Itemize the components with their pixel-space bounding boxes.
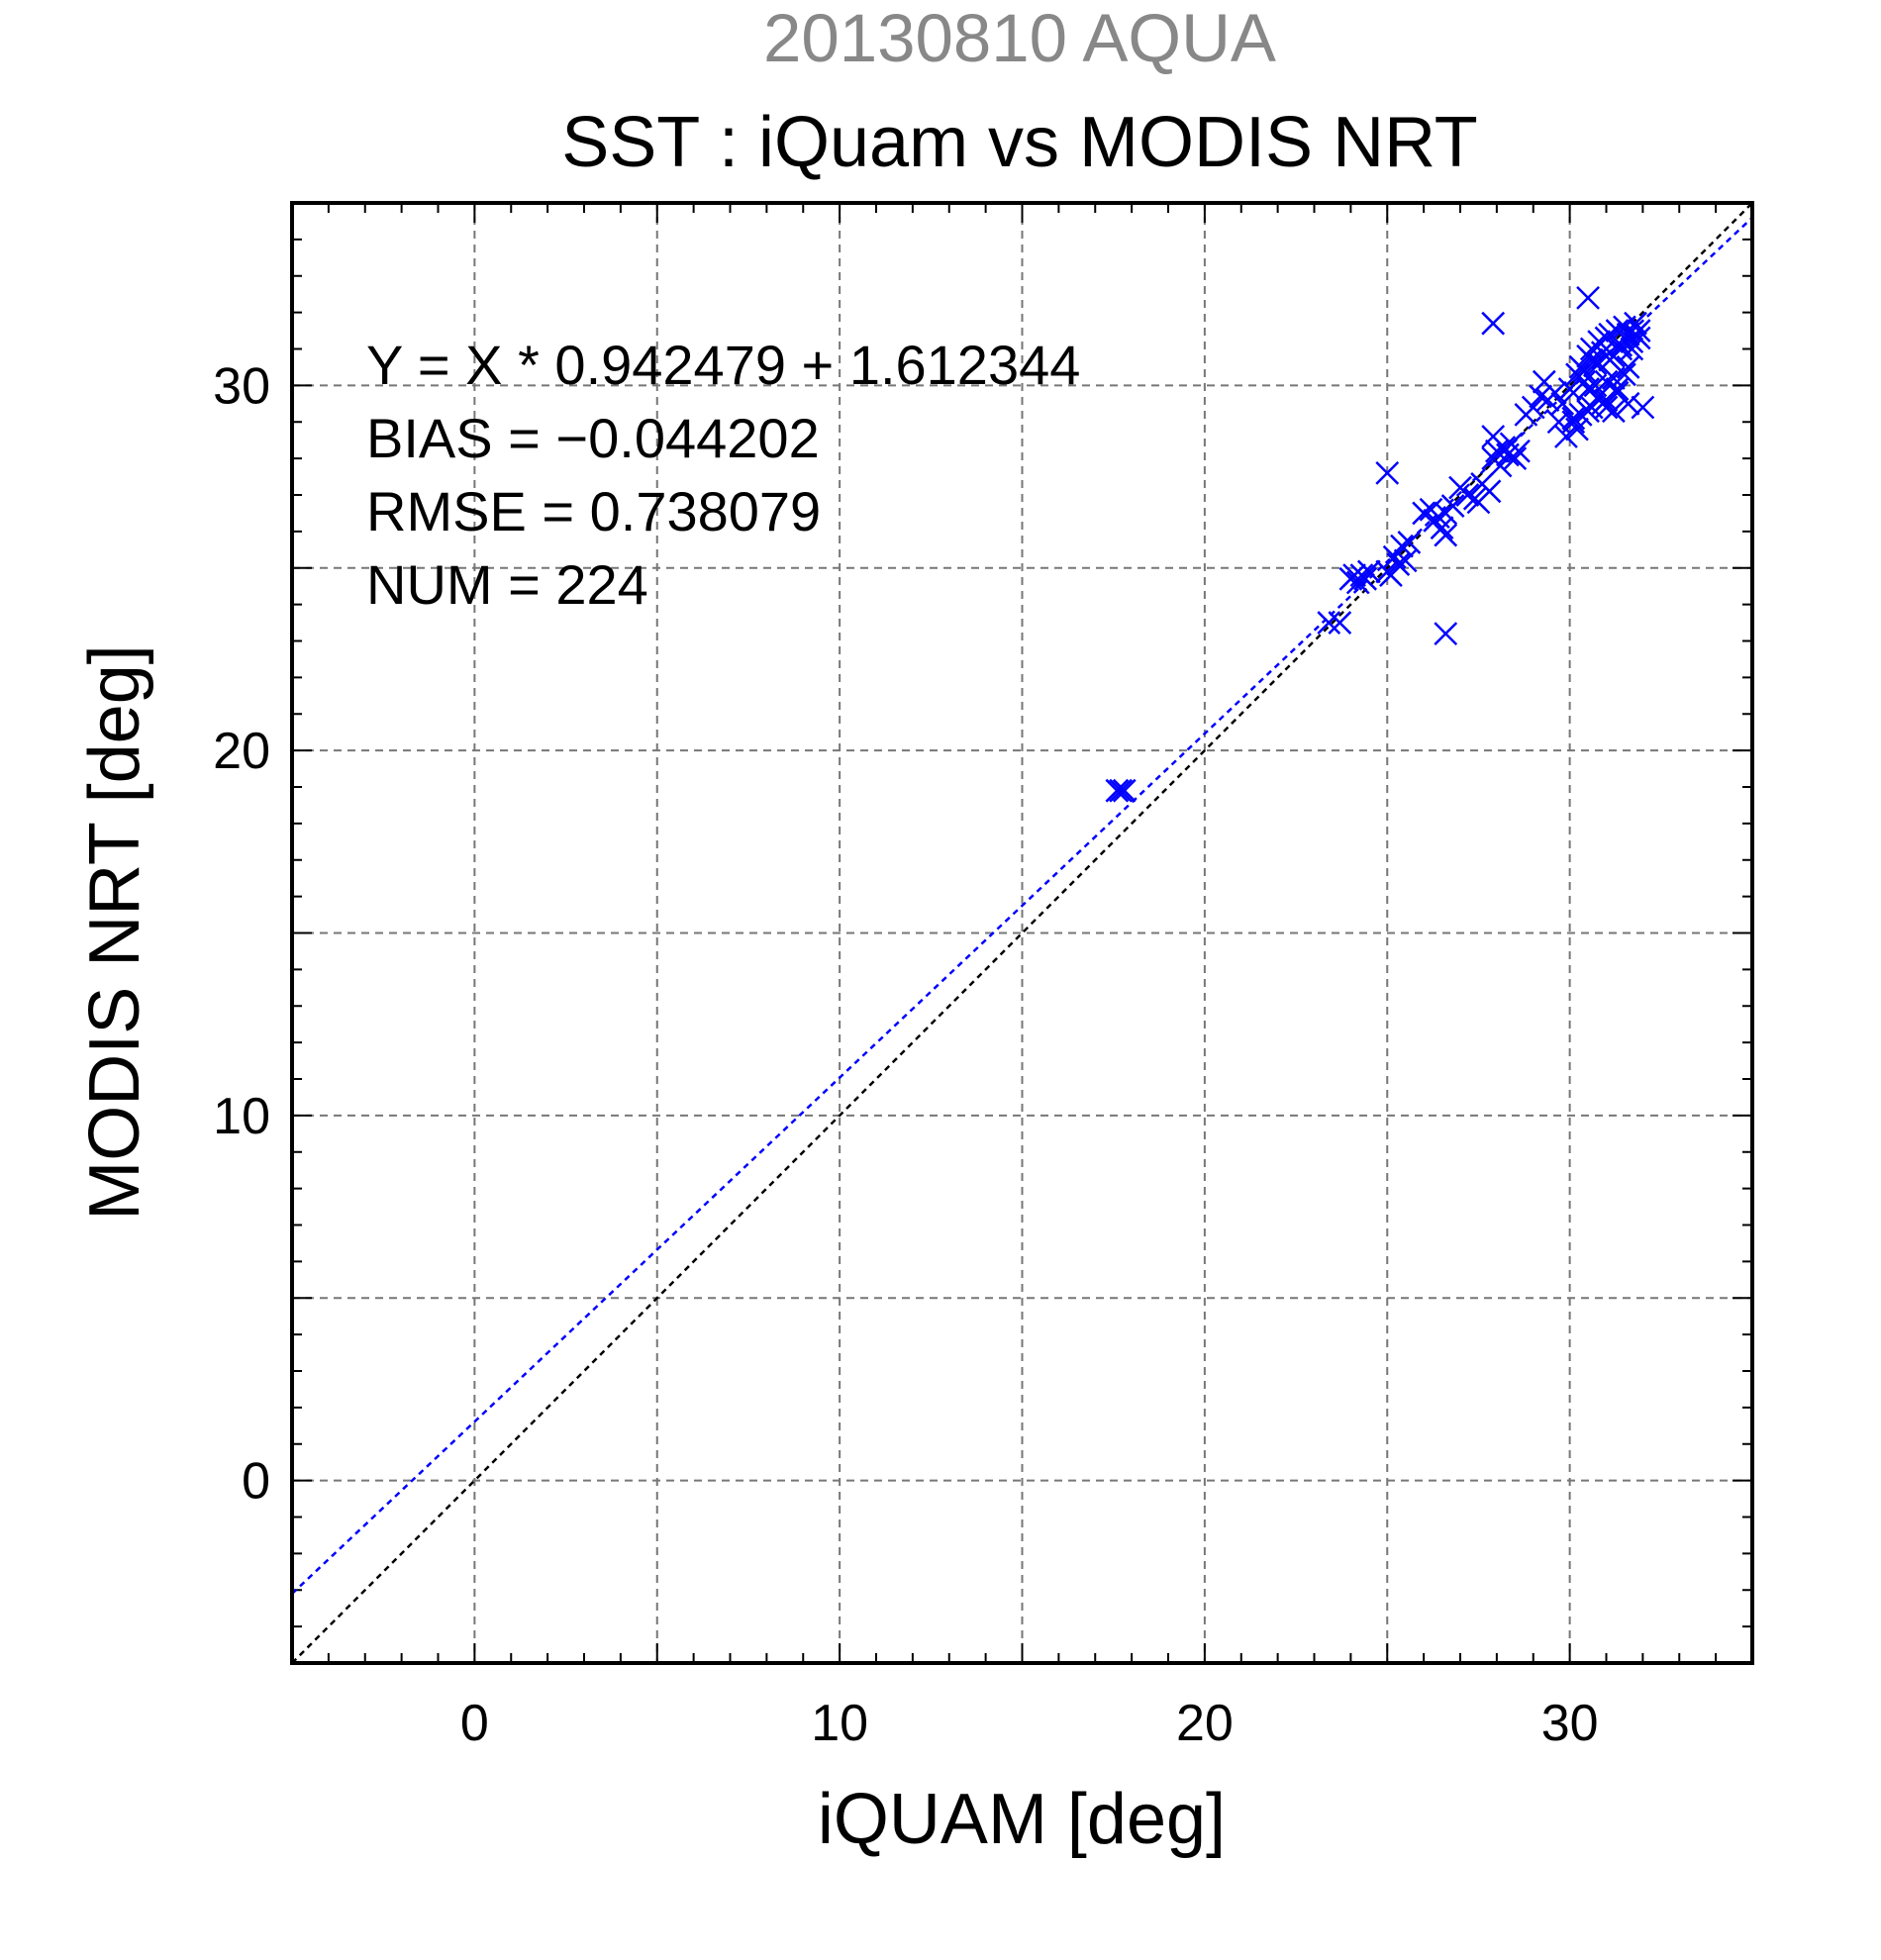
x-tick-label: 20 [1176,1695,1234,1752]
regression-line [292,216,1752,1595]
y-tick-label: 30 [213,357,270,415]
data-point [1397,531,1422,554]
y-tick-label: 20 [213,723,270,780]
regression-equation: Y = X * 0.942479 + 1.612344 [366,334,1080,396]
data-point [1455,483,1480,507]
data-point [1112,778,1137,803]
grid [292,203,1752,1663]
data-point [1466,490,1491,515]
y-tick-label: 0 [242,1453,270,1511]
data-point [1481,425,1506,448]
x-tick-label: 30 [1541,1695,1599,1752]
data-point [1576,285,1600,310]
data-point [1529,384,1553,409]
data-point [1557,377,1582,401]
plot-frame [290,201,1754,1665]
rmse-value: RMSE = 0.738079 [366,480,821,542]
x-tick-label: 0 [460,1695,489,1752]
data-point [1375,460,1400,485]
data-point [1568,402,1593,427]
data-point [1572,358,1597,383]
data-point [1423,508,1447,533]
y-tick-label: 10 [213,1088,270,1145]
num-value: NUM = 224 [366,553,648,616]
y-axis-label: MODIS NRT [deg] [75,644,154,1221]
data-point [1328,611,1352,635]
data-point [1576,399,1600,424]
data-point [1565,417,1589,441]
data-point [1572,369,1597,394]
data-point [1521,395,1545,420]
data-point [1546,410,1571,435]
data-point [1616,391,1640,416]
data-point [1579,347,1604,372]
x-tick-labels: 0 10 20 30 [460,1695,1599,1752]
data-point [1353,566,1378,591]
data-point [1594,369,1619,394]
data-point [1105,778,1130,803]
data-point [1598,347,1623,372]
data-point [1554,425,1578,448]
data-point [1434,523,1458,547]
data-point [1379,563,1403,588]
data-point [1434,622,1458,646]
data-point [1503,446,1528,471]
data-point [1616,355,1640,379]
data-point [1631,395,1655,420]
y-tick-labels: 0 10 20 30 [213,357,270,1510]
data-point [1627,326,1651,350]
data-point [1481,311,1506,336]
data-point [1605,377,1630,401]
data-point [1386,552,1411,576]
data-point [1390,534,1414,558]
x-axis-label: iQUAM [deg] [818,1780,1226,1859]
bias-value: BIAS = −0.044202 [366,407,820,469]
data-point [1507,439,1531,463]
data-point [1412,501,1436,526]
chart-subtitle: 20130810 AQUA [763,0,1276,76]
data-point [1488,453,1513,478]
data-point [1601,399,1626,424]
data-point [1109,778,1133,803]
chart-title: SST : iQuam vs MODIS NRT [561,103,1478,182]
data-point [1345,570,1370,595]
data-points [1105,285,1655,803]
data-point [1317,611,1341,635]
x-tick-label: 10 [811,1695,868,1752]
data-point [1532,369,1556,394]
data-point [1550,391,1575,416]
data-point [1620,337,1644,361]
stats-box: Y = X * 0.942479 + 1.612344 BIAS = −0.04… [366,334,1080,616]
data-point [1440,494,1465,518]
data-point [1624,311,1647,336]
